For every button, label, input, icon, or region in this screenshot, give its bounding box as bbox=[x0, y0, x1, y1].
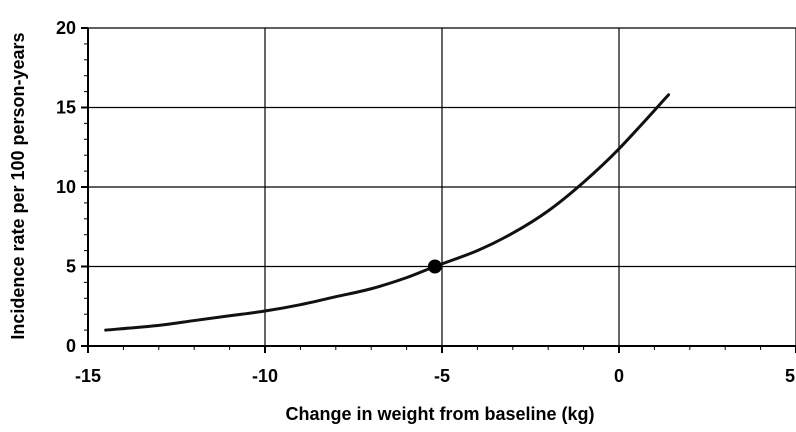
grid-lines bbox=[88, 27, 796, 346]
x-tick-label-3: 0 bbox=[614, 366, 624, 386]
y-tick-label-3: 15 bbox=[56, 98, 76, 118]
plot-frame bbox=[81, 27, 796, 353]
series-line-0 bbox=[104, 93, 671, 332]
highlight-point bbox=[427, 259, 442, 274]
x-axis-label: Change in weight from baseline (kg) bbox=[285, 404, 594, 424]
y-axis-label: Incidence rate per 100 person-years bbox=[8, 32, 28, 339]
y-tick-label-2: 10 bbox=[56, 177, 76, 197]
x-tick-label-2: -5 bbox=[434, 366, 450, 386]
x-tick-label-1: -10 bbox=[252, 366, 278, 386]
y-tick-label-4: 20 bbox=[56, 18, 76, 38]
x-tick-label-4: 5 bbox=[785, 366, 795, 386]
y-tick-label-0: 0 bbox=[66, 336, 76, 356]
series-layer bbox=[104, 93, 671, 332]
tick-labels: 0 5 10 15 20 -15 -10 -5 0 5 bbox=[56, 18, 795, 386]
y-tick-label-1: 5 bbox=[66, 257, 76, 277]
x-tick-label-0: -15 bbox=[75, 366, 101, 386]
